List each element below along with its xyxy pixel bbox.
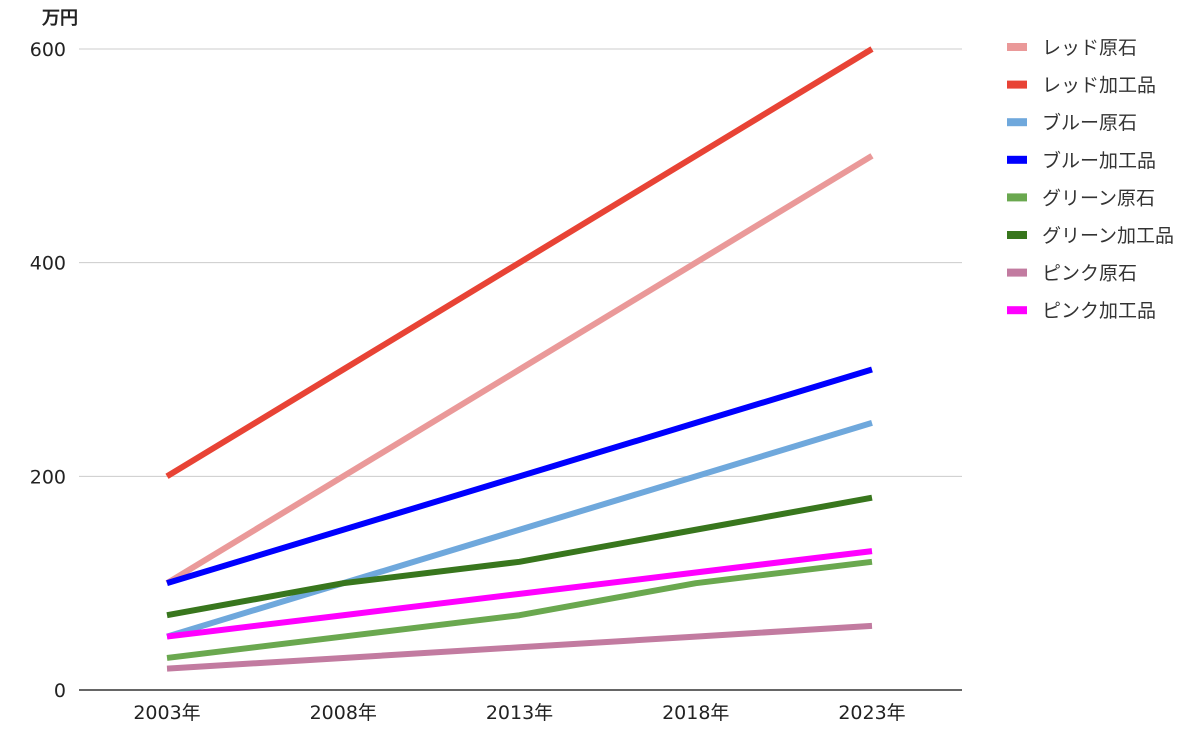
legend-swatch bbox=[1007, 268, 1027, 277]
x-axis-tick-labels: 2003年 2008年 2013年 2018年 2023年 bbox=[133, 702, 905, 724]
y-tick-label: 400 bbox=[30, 253, 66, 275]
legend-item: ピンク原石 bbox=[1007, 263, 1137, 285]
series-line-3 bbox=[166, 366, 873, 587]
legend-swatch bbox=[1007, 231, 1027, 239]
legend-label: ブルー原石 bbox=[1042, 111, 1137, 134]
y-axis-unit-label: 万円 bbox=[41, 8, 78, 29]
legend-item: グリーン原石 bbox=[1007, 187, 1155, 209]
legend-item: ピンク加工品 bbox=[1007, 300, 1156, 322]
legend-swatch bbox=[1007, 118, 1027, 127]
legend-swatch bbox=[1007, 80, 1027, 89]
series-line-4 bbox=[166, 558, 873, 661]
x-tick-label: 2013年 bbox=[486, 702, 553, 724]
legend-label: ピンク加工品 bbox=[1042, 300, 1156, 322]
y-tick-label: 200 bbox=[30, 466, 66, 488]
legend-item: ブルー原石 bbox=[1007, 111, 1137, 134]
series-line-6 bbox=[166, 622, 873, 672]
legend-item: グリーン加工品 bbox=[1007, 225, 1174, 247]
y-tick-label: 0 bbox=[54, 680, 66, 702]
legend-label: レッド原石 bbox=[1042, 37, 1137, 59]
legend-swatch bbox=[1007, 43, 1027, 51]
legend: レッド原石レッド加工品ブルー原石ブルー加工品グリーン原石グリーン加工品ピンク原石… bbox=[1007, 37, 1174, 322]
y-tick-label: 600 bbox=[30, 39, 66, 61]
legend-label: レッド加工品 bbox=[1042, 75, 1156, 97]
legend-label: グリーン加工品 bbox=[1042, 225, 1174, 247]
legend-swatch bbox=[1007, 155, 1027, 164]
x-tick-label: 2003年 bbox=[133, 702, 200, 724]
series-line-7 bbox=[166, 548, 873, 640]
series-line-2 bbox=[166, 420, 873, 640]
legend-item: ブルー加工品 bbox=[1007, 149, 1156, 172]
x-tick-label: 2023年 bbox=[838, 702, 905, 724]
legend-swatch bbox=[1007, 306, 1027, 315]
y-axis-tick-labels: 0 200 400 600 bbox=[30, 39, 66, 702]
legend-label: ブルー加工品 bbox=[1042, 149, 1156, 172]
series-line-1 bbox=[165, 46, 874, 479]
legend-label: グリーン原石 bbox=[1042, 187, 1155, 209]
series-line-5 bbox=[166, 494, 873, 619]
x-tick-label: 2018年 bbox=[662, 702, 729, 724]
legend-item: レッド原石 bbox=[1007, 37, 1137, 59]
x-tick-label: 2008年 bbox=[310, 702, 377, 724]
legend-label: ピンク原石 bbox=[1042, 263, 1137, 285]
series-line-0 bbox=[165, 153, 874, 586]
legend-swatch bbox=[1007, 193, 1027, 202]
legend-item: レッド加工品 bbox=[1007, 75, 1156, 97]
series-lines bbox=[165, 46, 874, 672]
